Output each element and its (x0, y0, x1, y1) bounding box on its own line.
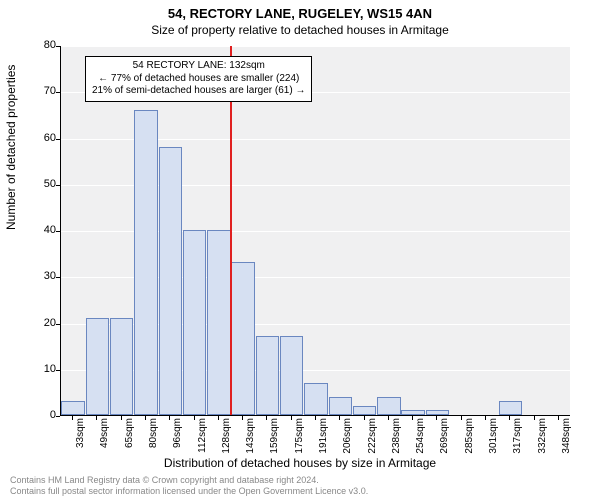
x-tick-mark (534, 416, 535, 420)
x-tick-label: 65sqm (124, 418, 135, 460)
y-tick-label: 50 (26, 178, 56, 190)
gridline (61, 46, 570, 47)
histogram-bar (159, 147, 182, 415)
callout-line: 54 RECTORY LANE: 132sqm (92, 60, 305, 73)
y-tick-mark (56, 416, 60, 417)
y-tick-label: 70 (26, 85, 56, 97)
y-tick-label: 10 (26, 363, 56, 375)
callout-box: 54 RECTORY LANE: 132sqm← 77% of detached… (85, 56, 312, 102)
y-tick-label: 0 (26, 409, 56, 421)
y-tick-label: 80 (26, 39, 56, 51)
x-tick-mark (388, 416, 389, 420)
x-tick-label: 175sqm (294, 418, 305, 460)
x-tick-mark (96, 416, 97, 420)
y-tick-mark (56, 277, 60, 278)
x-tick-mark (266, 416, 267, 420)
x-tick-label: 33sqm (75, 418, 86, 460)
x-tick-label: 332sqm (537, 418, 548, 460)
y-tick-mark (56, 92, 60, 93)
x-tick-label: 143sqm (245, 418, 256, 460)
x-tick-label: 317sqm (512, 418, 523, 460)
x-tick-label: 159sqm (269, 418, 280, 460)
x-tick-mark (72, 416, 73, 420)
x-tick-mark (558, 416, 559, 420)
callout-line: 21% of semi-detached houses are larger (… (92, 85, 305, 98)
histogram-bar (207, 230, 230, 415)
x-tick-mark (145, 416, 146, 420)
x-tick-label: 128sqm (221, 418, 232, 460)
x-tick-label: 112sqm (197, 418, 208, 460)
histogram-bar (499, 401, 522, 415)
x-tick-mark (291, 416, 292, 420)
x-tick-label: 49sqm (99, 418, 110, 460)
chart-title-sub: Size of property relative to detached ho… (0, 21, 600, 37)
chart-title-main: 54, RECTORY LANE, RUGELEY, WS15 4AN (0, 0, 600, 21)
x-tick-label: 238sqm (391, 418, 402, 460)
y-tick-label: 30 (26, 270, 56, 282)
callout-line: ← 77% of detached houses are smaller (22… (92, 73, 305, 86)
histogram-bar (231, 262, 254, 415)
x-tick-mark (169, 416, 170, 420)
x-tick-mark (436, 416, 437, 420)
x-tick-mark (218, 416, 219, 420)
x-tick-label: 301sqm (488, 418, 499, 460)
histogram-bar (304, 383, 327, 415)
histogram-bar (61, 401, 84, 415)
x-tick-mark (461, 416, 462, 420)
histogram-bar (110, 318, 133, 415)
y-tick-label: 40 (26, 224, 56, 236)
attribution-text: Contains HM Land Registry data © Crown c… (10, 475, 368, 496)
x-tick-mark (364, 416, 365, 420)
x-tick-label: 96sqm (172, 418, 183, 460)
x-tick-label: 348sqm (561, 418, 572, 460)
attribution-line-2: Contains full postal sector information … (10, 486, 368, 496)
y-tick-mark (56, 185, 60, 186)
y-tick-mark (56, 324, 60, 325)
histogram-bar (280, 336, 303, 415)
histogram-bar (134, 110, 157, 415)
attribution-line-1: Contains HM Land Registry data © Crown c… (10, 475, 368, 485)
x-tick-mark (121, 416, 122, 420)
y-axis-title: Number of detached properties (4, 65, 18, 230)
x-tick-mark (509, 416, 510, 420)
y-tick-mark (56, 46, 60, 47)
histogram-bar (183, 230, 206, 415)
x-tick-label: 206sqm (342, 418, 353, 460)
histogram-bar (353, 406, 376, 415)
x-tick-mark (485, 416, 486, 420)
x-tick-mark (242, 416, 243, 420)
x-tick-label: 222sqm (367, 418, 378, 460)
y-tick-label: 60 (26, 132, 56, 144)
histogram-bar (256, 336, 279, 415)
y-tick-mark (56, 139, 60, 140)
histogram-bar (86, 318, 109, 415)
x-tick-label: 285sqm (464, 418, 475, 460)
y-tick-mark (56, 370, 60, 371)
x-tick-label: 191sqm (318, 418, 329, 460)
histogram-bar (401, 410, 424, 415)
histogram-bar (329, 397, 352, 416)
x-tick-mark (339, 416, 340, 420)
y-tick-label: 20 (26, 317, 56, 329)
x-tick-mark (194, 416, 195, 420)
chart-plot-area: 54 RECTORY LANE: 132sqm← 77% of detached… (60, 46, 570, 416)
x-tick-mark (412, 416, 413, 420)
x-tick-label: 80sqm (148, 418, 159, 460)
y-tick-mark (56, 231, 60, 232)
x-tick-label: 254sqm (415, 418, 426, 460)
x-tick-mark (315, 416, 316, 420)
histogram-bar (426, 410, 449, 415)
histogram-bar (377, 397, 400, 416)
x-tick-label: 269sqm (439, 418, 450, 460)
